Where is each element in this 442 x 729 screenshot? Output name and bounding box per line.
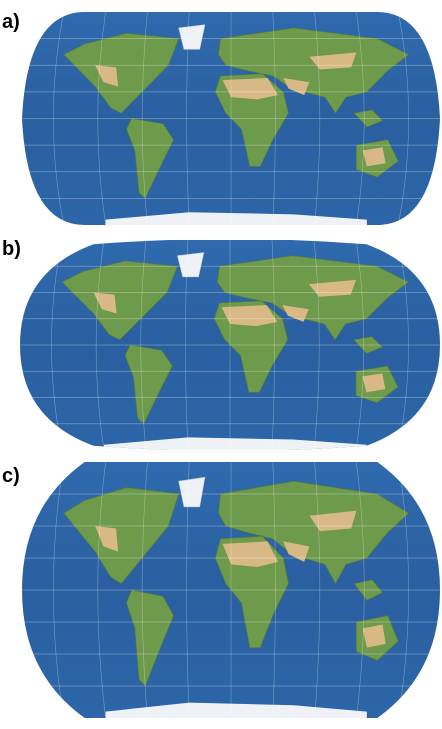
panel-label: a) bbox=[2, 11, 20, 33]
page: {"panels": [{"label": "a)"}, {"label": "… bbox=[0, 0, 442, 724]
panel-label: c) bbox=[2, 465, 20, 487]
map-b bbox=[20, 240, 440, 450]
panel-label: b) bbox=[2, 238, 21, 260]
figure: a) b) c) bbox=[0, 0, 442, 724]
map-a bbox=[22, 12, 440, 225]
map-c bbox=[22, 462, 440, 718]
